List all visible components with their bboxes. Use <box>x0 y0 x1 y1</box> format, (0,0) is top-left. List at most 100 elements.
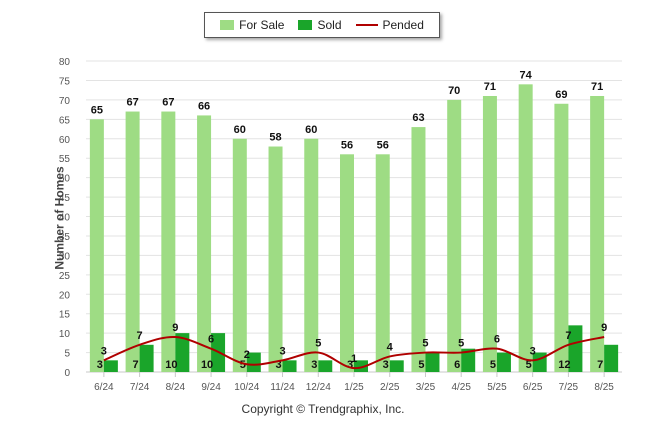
for-sale-bar <box>340 154 354 372</box>
sold-bar <box>354 360 368 372</box>
y-tick-label: 60 <box>59 135 71 146</box>
sold-value-label: 5 <box>490 359 496 371</box>
for-sale-value-label: 56 <box>341 139 353 151</box>
pended-value-label: 4 <box>387 341 394 353</box>
sold-value-label: 3 <box>347 359 353 371</box>
for-sale-value-label: 71 <box>591 81 603 93</box>
x-tick-label: 4/25 <box>451 382 471 393</box>
pended-value-label: 1 <box>351 353 357 365</box>
y-tick-label: 25 <box>59 271 71 282</box>
for-sale-bar <box>447 99 462 372</box>
for-sale-bar <box>161 111 176 372</box>
for-sale-value-label: 63 <box>412 112 424 124</box>
sold-bar <box>246 352 261 372</box>
x-tick-label: 1/25 <box>344 382 364 393</box>
sold-value-label: 7 <box>133 359 139 371</box>
y-tick-label: 50 <box>59 174 71 185</box>
for-sale-value-label: 58 <box>269 132 281 144</box>
y-tick-label: 40 <box>59 213 71 224</box>
sold-value-label: 5 <box>526 359 532 371</box>
pended-value-label: 6 <box>494 334 500 346</box>
pended-value-label: 5 <box>422 338 428 350</box>
sold-bar <box>461 348 476 372</box>
x-tick-label: 7/24 <box>130 382 150 393</box>
y-axis-label: Number of Homes <box>52 166 67 270</box>
y-tick-label: 0 <box>64 368 70 379</box>
pended-value-label: 5 <box>458 338 464 350</box>
for-sale-value-label: 56 <box>377 139 389 151</box>
sold-value-label: 7 <box>597 359 603 371</box>
for-sale-value-label: 60 <box>234 124 246 136</box>
sold-swatch <box>298 20 313 30</box>
x-tick-label: 11/24 <box>270 382 295 393</box>
x-tick-label: 6/24 <box>94 382 114 393</box>
for-sale-value-label: 65 <box>91 104 103 116</box>
sold-bar <box>604 344 619 372</box>
y-tick-label: 35 <box>59 232 71 243</box>
pended-value-label: 5 <box>315 338 321 350</box>
legend-item-sold[interactable]: Sold <box>298 18 342 32</box>
sold-value-label: 10 <box>201 359 213 371</box>
legend-label-for-sale: For Sale <box>239 18 285 32</box>
for-sale-value-label: 66 <box>198 100 210 112</box>
sold-bar <box>496 352 511 372</box>
x-tick-label: 8/24 <box>166 382 186 393</box>
y-tick-label: 20 <box>59 290 71 301</box>
pended-value-label: 2 <box>244 349 250 361</box>
y-tick-label: 5 <box>64 349 70 360</box>
pended-value-label: 3 <box>530 345 536 357</box>
for-sale-bar <box>375 154 390 372</box>
for-sale-bar <box>232 138 247 372</box>
y-tick-label: 45 <box>59 193 71 204</box>
for-sale-bar <box>304 138 319 372</box>
sold-bar <box>175 333 190 372</box>
for-sale-bar <box>125 111 140 372</box>
for-sale-bar <box>89 119 104 372</box>
sold-bar <box>568 325 583 372</box>
y-tick-label: 55 <box>59 154 71 165</box>
y-tick-label: 70 <box>59 96 71 107</box>
x-tick-label: 7/25 <box>559 382 579 393</box>
sold-value-label: 12 <box>558 359 570 371</box>
legend: For Sale Sold Pended <box>204 12 440 38</box>
sold-bar <box>139 344 154 372</box>
x-tick-label: 12/24 <box>306 382 331 393</box>
sold-value-label: 10 <box>165 359 177 371</box>
pended-value-label: 7 <box>137 330 143 342</box>
sold-bar <box>425 352 440 372</box>
x-tick-label: 5/25 <box>487 382 507 393</box>
legend-label-pended: Pended <box>382 18 424 32</box>
for-sale-bar <box>590 95 605 373</box>
x-tick-label: 9/24 <box>201 382 221 393</box>
pended-value-label: 3 <box>279 345 285 357</box>
sold-value-label: 6 <box>454 359 460 371</box>
pended-value-label: 3 <box>101 345 107 357</box>
legend-item-for-sale[interactable]: For Sale <box>220 18 284 32</box>
legend-item-pended[interactable]: Pended <box>355 18 424 32</box>
y-tick-label: 30 <box>59 251 71 262</box>
sold-bar <box>103 360 118 372</box>
for-sale-value-label: 60 <box>305 124 317 136</box>
for-sale-swatch <box>220 20 235 30</box>
x-tick-label: 10/24 <box>234 382 259 393</box>
for-sale-value-label: 70 <box>448 85 460 97</box>
sold-bar <box>389 360 404 372</box>
legend-label-sold: Sold <box>317 18 342 32</box>
for-sale-bar <box>482 95 497 373</box>
sold-value-label: 3 <box>383 359 389 371</box>
sold-bar <box>282 360 297 372</box>
for-sale-bar <box>554 103 569 372</box>
for-sale-bar <box>268 146 283 372</box>
pended-value-label: 7 <box>565 330 571 342</box>
sold-value-label: 3 <box>275 359 281 371</box>
y-tick-label: 65 <box>59 115 71 126</box>
pended-swatch <box>355 24 378 26</box>
copyright-text: Copyright © Trendgraphix, Inc. <box>241 402 405 416</box>
for-sale-value-label: 69 <box>555 89 567 101</box>
x-tick-label: 8/25 <box>594 382 614 393</box>
sold-value-label: 3 <box>97 359 103 371</box>
y-tick-label: 15 <box>59 310 71 321</box>
sold-value-label: 5 <box>240 359 246 371</box>
y-tick-label: 75 <box>59 76 71 87</box>
